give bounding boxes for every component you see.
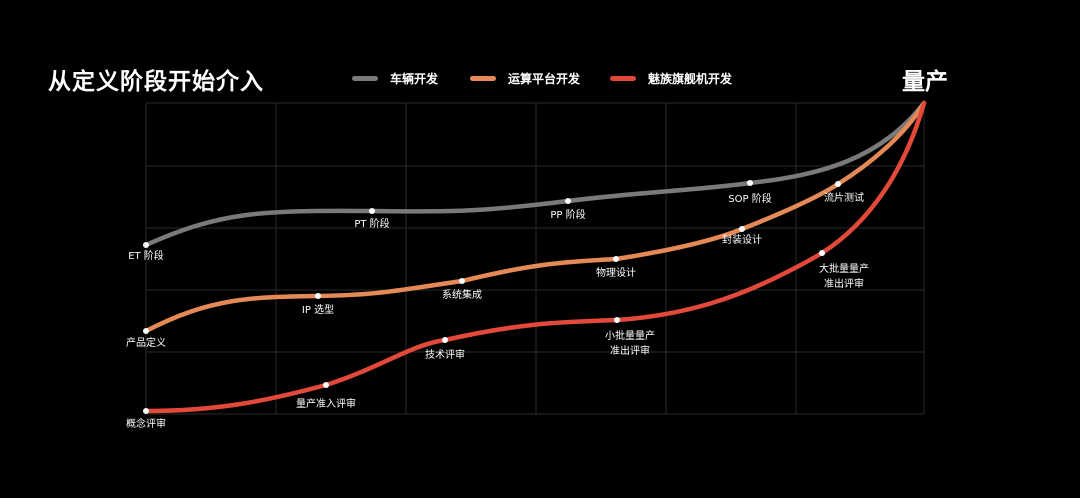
legend-item-vehicle: 车辆开发 <box>352 70 438 87</box>
milestone-dot-platform <box>739 226 745 232</box>
milestone-label-line: 物理设计 <box>596 266 636 279</box>
legend-label-flagship: 魅族旗舰机开发 <box>648 72 733 86</box>
milestone-label-line: SOP 阶段 <box>728 192 771 205</box>
milestone-label-line: PT 阶段 <box>354 217 389 230</box>
milestone-label-vehicle: PT 阶段 <box>354 217 389 230</box>
milestone-label-flagship: 小批量量产准出评审 <box>605 329 655 357</box>
milestone-label-line: 准出评审 <box>610 344 650 357</box>
milestone-dot-vehicle <box>565 198 571 204</box>
milestone-dot-platform <box>613 256 619 262</box>
milestone-label-platform: 系统集成 <box>442 288 482 301</box>
milestone-label-platform: 封装设计 <box>722 233 762 246</box>
milestone-label-line: 概念评审 <box>126 417 166 430</box>
milestone-label-vehicle: PP 阶段 <box>550 208 585 221</box>
milestone-label-line: 封装设计 <box>722 233 762 246</box>
legend-swatch-platform <box>470 76 496 81</box>
milestone-label-line: 产品定义 <box>126 336 166 349</box>
legend-item-platform: 运算平台开发 <box>470 70 580 87</box>
milestone-label-line: 流片测试 <box>824 191 864 204</box>
milestone-label-platform: 流片测试 <box>824 191 864 204</box>
curve-vehicle <box>143 100 927 248</box>
page-title: 从定义阶段开始介入 <box>48 69 264 95</box>
mass-production-label: 量产 <box>902 69 948 95</box>
legend-label-vehicle: 车辆开发 <box>390 72 439 86</box>
milestone-label-line: 量产准入评审 <box>296 397 356 410</box>
milestone-label-line: 技术评审 <box>425 348 465 361</box>
milestone-label-vehicle: SOP 阶段 <box>728 192 771 205</box>
milestone-dot-platform <box>459 278 465 284</box>
milestone-dot-vehicle <box>747 180 753 186</box>
milestone-dot-flagship <box>323 382 329 388</box>
milestone-dot-flagship <box>143 408 149 414</box>
milestone-label-line: PP 阶段 <box>550 208 585 221</box>
milestone-label-flagship: 概念评审 <box>126 417 166 430</box>
curves <box>143 100 927 414</box>
milestone-label-line: IP 选型 <box>302 303 334 316</box>
legend-item-flagship: 魅族旗舰机开发 <box>610 70 732 87</box>
milestone-dot-vehicle <box>369 208 375 214</box>
milestone-label-flagship: 大批量量产准出评审 <box>819 262 869 290</box>
curve-platform <box>143 100 927 334</box>
milestone-label-vehicle: ET 阶段 <box>128 249 164 262</box>
milestone-label-flagship: 技术评审 <box>425 348 465 361</box>
milestone-label-line: 准出评审 <box>824 277 864 290</box>
milestone-label-platform: 产品定义 <box>126 336 166 349</box>
milestone-dot-flagship <box>614 317 620 323</box>
milestone-dot-vehicle <box>143 242 149 248</box>
milestone-dot-flagship <box>442 337 448 343</box>
milestone-label-line: ET 阶段 <box>128 249 164 262</box>
milestone-dot-platform <box>315 293 321 299</box>
milestone-label-platform: IP 选型 <box>302 303 334 316</box>
milestone-dot-platform <box>835 181 841 187</box>
milestone-dot-platform <box>143 328 149 334</box>
legend-swatch-flagship <box>610 76 636 81</box>
legend-swatch-vehicle <box>352 76 378 81</box>
curve-flagship <box>143 100 927 414</box>
milestone-label-line: 系统集成 <box>442 288 482 301</box>
legend-label-platform: 运算平台开发 <box>508 72 581 86</box>
milestone-label-platform: 物理设计 <box>596 266 636 279</box>
milestone-label-flagship: 量产准入评审 <box>296 397 356 410</box>
milestone-label-line: 小批量量产 <box>605 329 655 342</box>
milestone-dot-flagship <box>819 250 825 256</box>
milestone-label-line: 大批量量产 <box>819 262 869 275</box>
grid <box>145 102 925 415</box>
